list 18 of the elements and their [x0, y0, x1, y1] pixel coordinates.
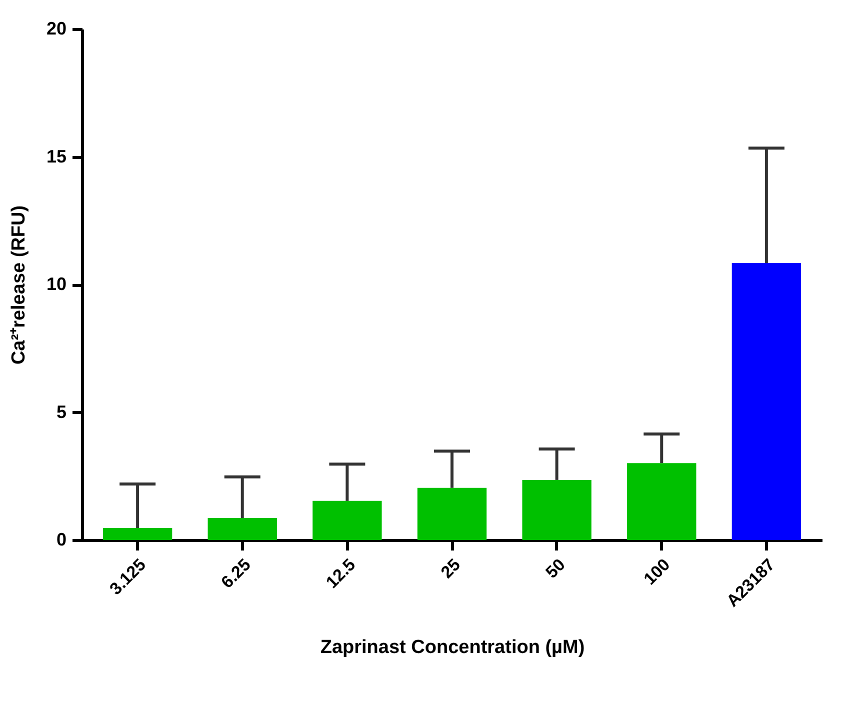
y-axis-title: Ca²⁺release (RFU) — [8, 205, 30, 365]
bar — [522, 480, 592, 540]
bar — [417, 488, 487, 540]
bar — [732, 263, 802, 540]
y-tick-label: 10 — [46, 274, 66, 294]
x-tick-label: 50 — [542, 555, 569, 582]
y-tick-label: 15 — [46, 146, 66, 166]
bar — [102, 528, 172, 540]
bar — [208, 518, 277, 540]
x-axis-title: Zaprinast Concentration (µM) — [320, 636, 585, 658]
x-tick-label: 6.25 — [218, 555, 254, 592]
bar — [312, 500, 382, 540]
y-tick-label: 5 — [56, 402, 66, 422]
x-tick-label: 25 — [437, 555, 464, 582]
y-tick-label: 0 — [56, 530, 66, 550]
y-tick-label: 20 — [46, 18, 66, 38]
x-tick-label: 100 — [640, 555, 674, 589]
bar — [627, 463, 696, 540]
